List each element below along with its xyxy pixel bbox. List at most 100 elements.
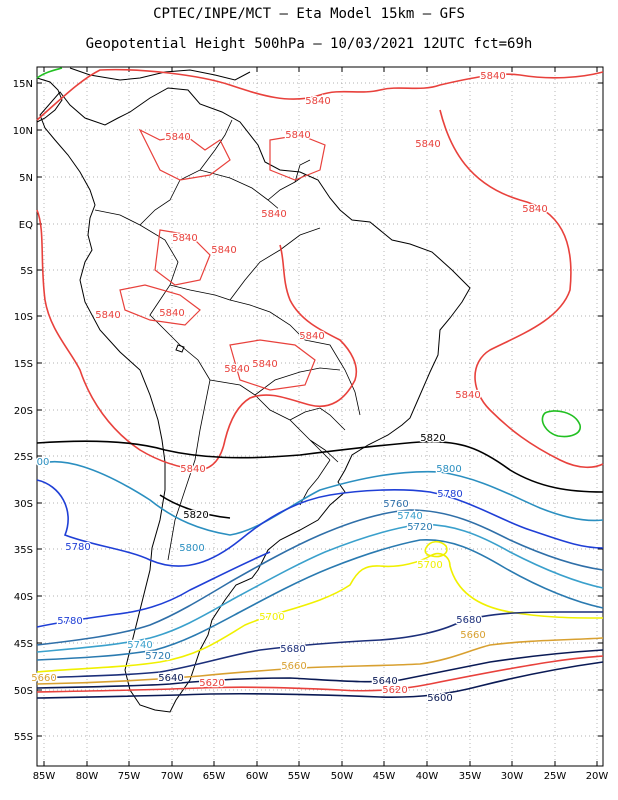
lat-label: 30S bbox=[14, 499, 33, 510]
lon-label: 25W bbox=[544, 771, 567, 782]
lat-label: 25S bbox=[14, 452, 33, 463]
title-line-1: CPTEC/INPE/MCT – Eta Model 15km – GFS bbox=[153, 6, 465, 22]
contour-label: 00 bbox=[37, 457, 50, 468]
lon-label: 80W bbox=[76, 771, 99, 782]
lat-label: 10N bbox=[13, 126, 33, 137]
contour-5820 bbox=[36, 440, 604, 493]
country-borders bbox=[94, 119, 361, 561]
contour-5720 bbox=[36, 539, 604, 661]
lon-label: 30W bbox=[501, 771, 524, 782]
lat-label: 35S bbox=[14, 545, 33, 556]
lon-label: 45W bbox=[373, 771, 396, 782]
lon-label: 55W bbox=[288, 771, 311, 782]
lat-label: 5S bbox=[20, 266, 33, 277]
contour-label: 5700 bbox=[259, 612, 284, 623]
contour-5820-west bbox=[159, 494, 231, 519]
contour-5840-ocean bbox=[439, 109, 604, 469]
lon-label: 70W bbox=[161, 771, 184, 782]
contour-5660 bbox=[36, 637, 604, 685]
contour-5620 bbox=[36, 655, 604, 693]
contour-5780-south bbox=[36, 551, 271, 628]
lat-label: 15S bbox=[14, 359, 33, 370]
south-america-coast bbox=[39, 87, 471, 713]
contour-label: 5800 bbox=[179, 543, 204, 554]
lon-label: 35W bbox=[459, 771, 482, 782]
contour-5780 bbox=[36, 479, 604, 567]
map-frame bbox=[36, 66, 604, 767]
contour-5760 bbox=[36, 509, 604, 646]
contour-label: 5840 bbox=[480, 71, 505, 82]
contour-5740 bbox=[36, 523, 604, 653]
contour-5840-interior bbox=[36, 209, 358, 471]
contour-label: 5780 bbox=[57, 616, 82, 627]
lat-label: 55S bbox=[14, 732, 33, 743]
contour-label: 5740 bbox=[397, 511, 422, 522]
contour-label: 5760 bbox=[383, 499, 408, 510]
lon-label: 20W bbox=[586, 771, 609, 782]
contour-label: 5840 bbox=[159, 308, 184, 319]
lake-titicaca bbox=[175, 344, 185, 353]
contour-label: 5680 bbox=[280, 644, 305, 655]
contour-label: 5840 bbox=[252, 359, 277, 370]
contour-5600 bbox=[36, 661, 604, 699]
title-line-2: Geopotential Height 500hPa – 10/03/2021 … bbox=[85, 36, 533, 52]
contour-label: 5720 bbox=[407, 522, 432, 533]
contour-label: 5660 bbox=[31, 673, 56, 684]
contour-5860-ne bbox=[36, 67, 63, 79]
contour-label: 5740 bbox=[127, 640, 152, 651]
contour-label: 5840 bbox=[172, 233, 197, 244]
contour-label: 5800 bbox=[436, 464, 461, 475]
caribbean-coast bbox=[69, 67, 251, 81]
contour-label: 5840 bbox=[285, 130, 310, 141]
contour-label: 5840 bbox=[415, 139, 440, 150]
lon-label: 85W bbox=[33, 771, 56, 782]
land-outlines bbox=[36, 67, 471, 713]
graticule bbox=[37, 67, 603, 766]
contour-5860-cell bbox=[541, 410, 581, 438]
contour-label: 5840 bbox=[95, 310, 120, 321]
contour-label: 5840 bbox=[165, 132, 190, 143]
contour-label: 5820 bbox=[420, 433, 445, 444]
central-america-coast bbox=[36, 77, 63, 123]
contour-label: 5840 bbox=[261, 209, 286, 220]
contour-label: 5780 bbox=[65, 542, 90, 553]
contour-label: 5840 bbox=[522, 204, 547, 215]
lon-label: 50W bbox=[331, 771, 354, 782]
contour-label: 5820 bbox=[183, 510, 208, 521]
contour-5640 bbox=[36, 649, 604, 689]
lat-label: 10S bbox=[14, 312, 33, 323]
lon-label: 60W bbox=[246, 771, 269, 782]
lat-label: 5N bbox=[19, 173, 33, 184]
contour-5840-north bbox=[36, 68, 604, 121]
contour-label: 5720 bbox=[145, 651, 170, 662]
lat-label: 15N bbox=[13, 79, 33, 90]
contour-label: 5600 bbox=[427, 693, 452, 704]
contour-label: 5620 bbox=[382, 685, 407, 696]
contour-label: 5840 bbox=[299, 331, 324, 342]
lat-label: 40S bbox=[14, 592, 33, 603]
contour-5700 bbox=[36, 552, 604, 673]
contour-label: 5780 bbox=[437, 489, 462, 500]
contour-label: 5640 bbox=[158, 673, 183, 684]
lat-label: EQ bbox=[19, 220, 33, 231]
contour-label: 5660 bbox=[460, 630, 485, 641]
contour-label: 5660 bbox=[281, 661, 306, 672]
lon-label: 65W bbox=[203, 771, 226, 782]
contour-label: 5840 bbox=[211, 245, 236, 256]
contours bbox=[36, 67, 604, 699]
contour-5700-cell bbox=[424, 540, 448, 558]
lat-label: 50S bbox=[14, 686, 33, 697]
lon-label: 75W bbox=[118, 771, 141, 782]
latitude-labels: 15N 10N 5N EQ 5S 10S 15S 20S 25S 30S 35S 40S 45S 50S 5… bbox=[13, 79, 33, 743]
contour-label: 5680 bbox=[456, 615, 481, 626]
contour-5680 bbox=[36, 611, 603, 679]
longitude-labels: 85W 80W 75W 70W 65W 60W 55W 50W 45W 40W 35W 30W 25W 2… bbox=[33, 771, 609, 782]
contour-label: 5840 bbox=[305, 96, 330, 107]
lon-label: 40W bbox=[416, 771, 439, 782]
contour-labels: 5840 5840 5840 5840 5840 5840 5840 5840 5840 5840… bbox=[30, 70, 549, 706]
contour-label: 5840 bbox=[455, 390, 480, 401]
lat-label: 45S bbox=[14, 639, 33, 650]
contour-label: 5840 bbox=[180, 464, 205, 475]
lat-label: 20S bbox=[14, 406, 33, 417]
